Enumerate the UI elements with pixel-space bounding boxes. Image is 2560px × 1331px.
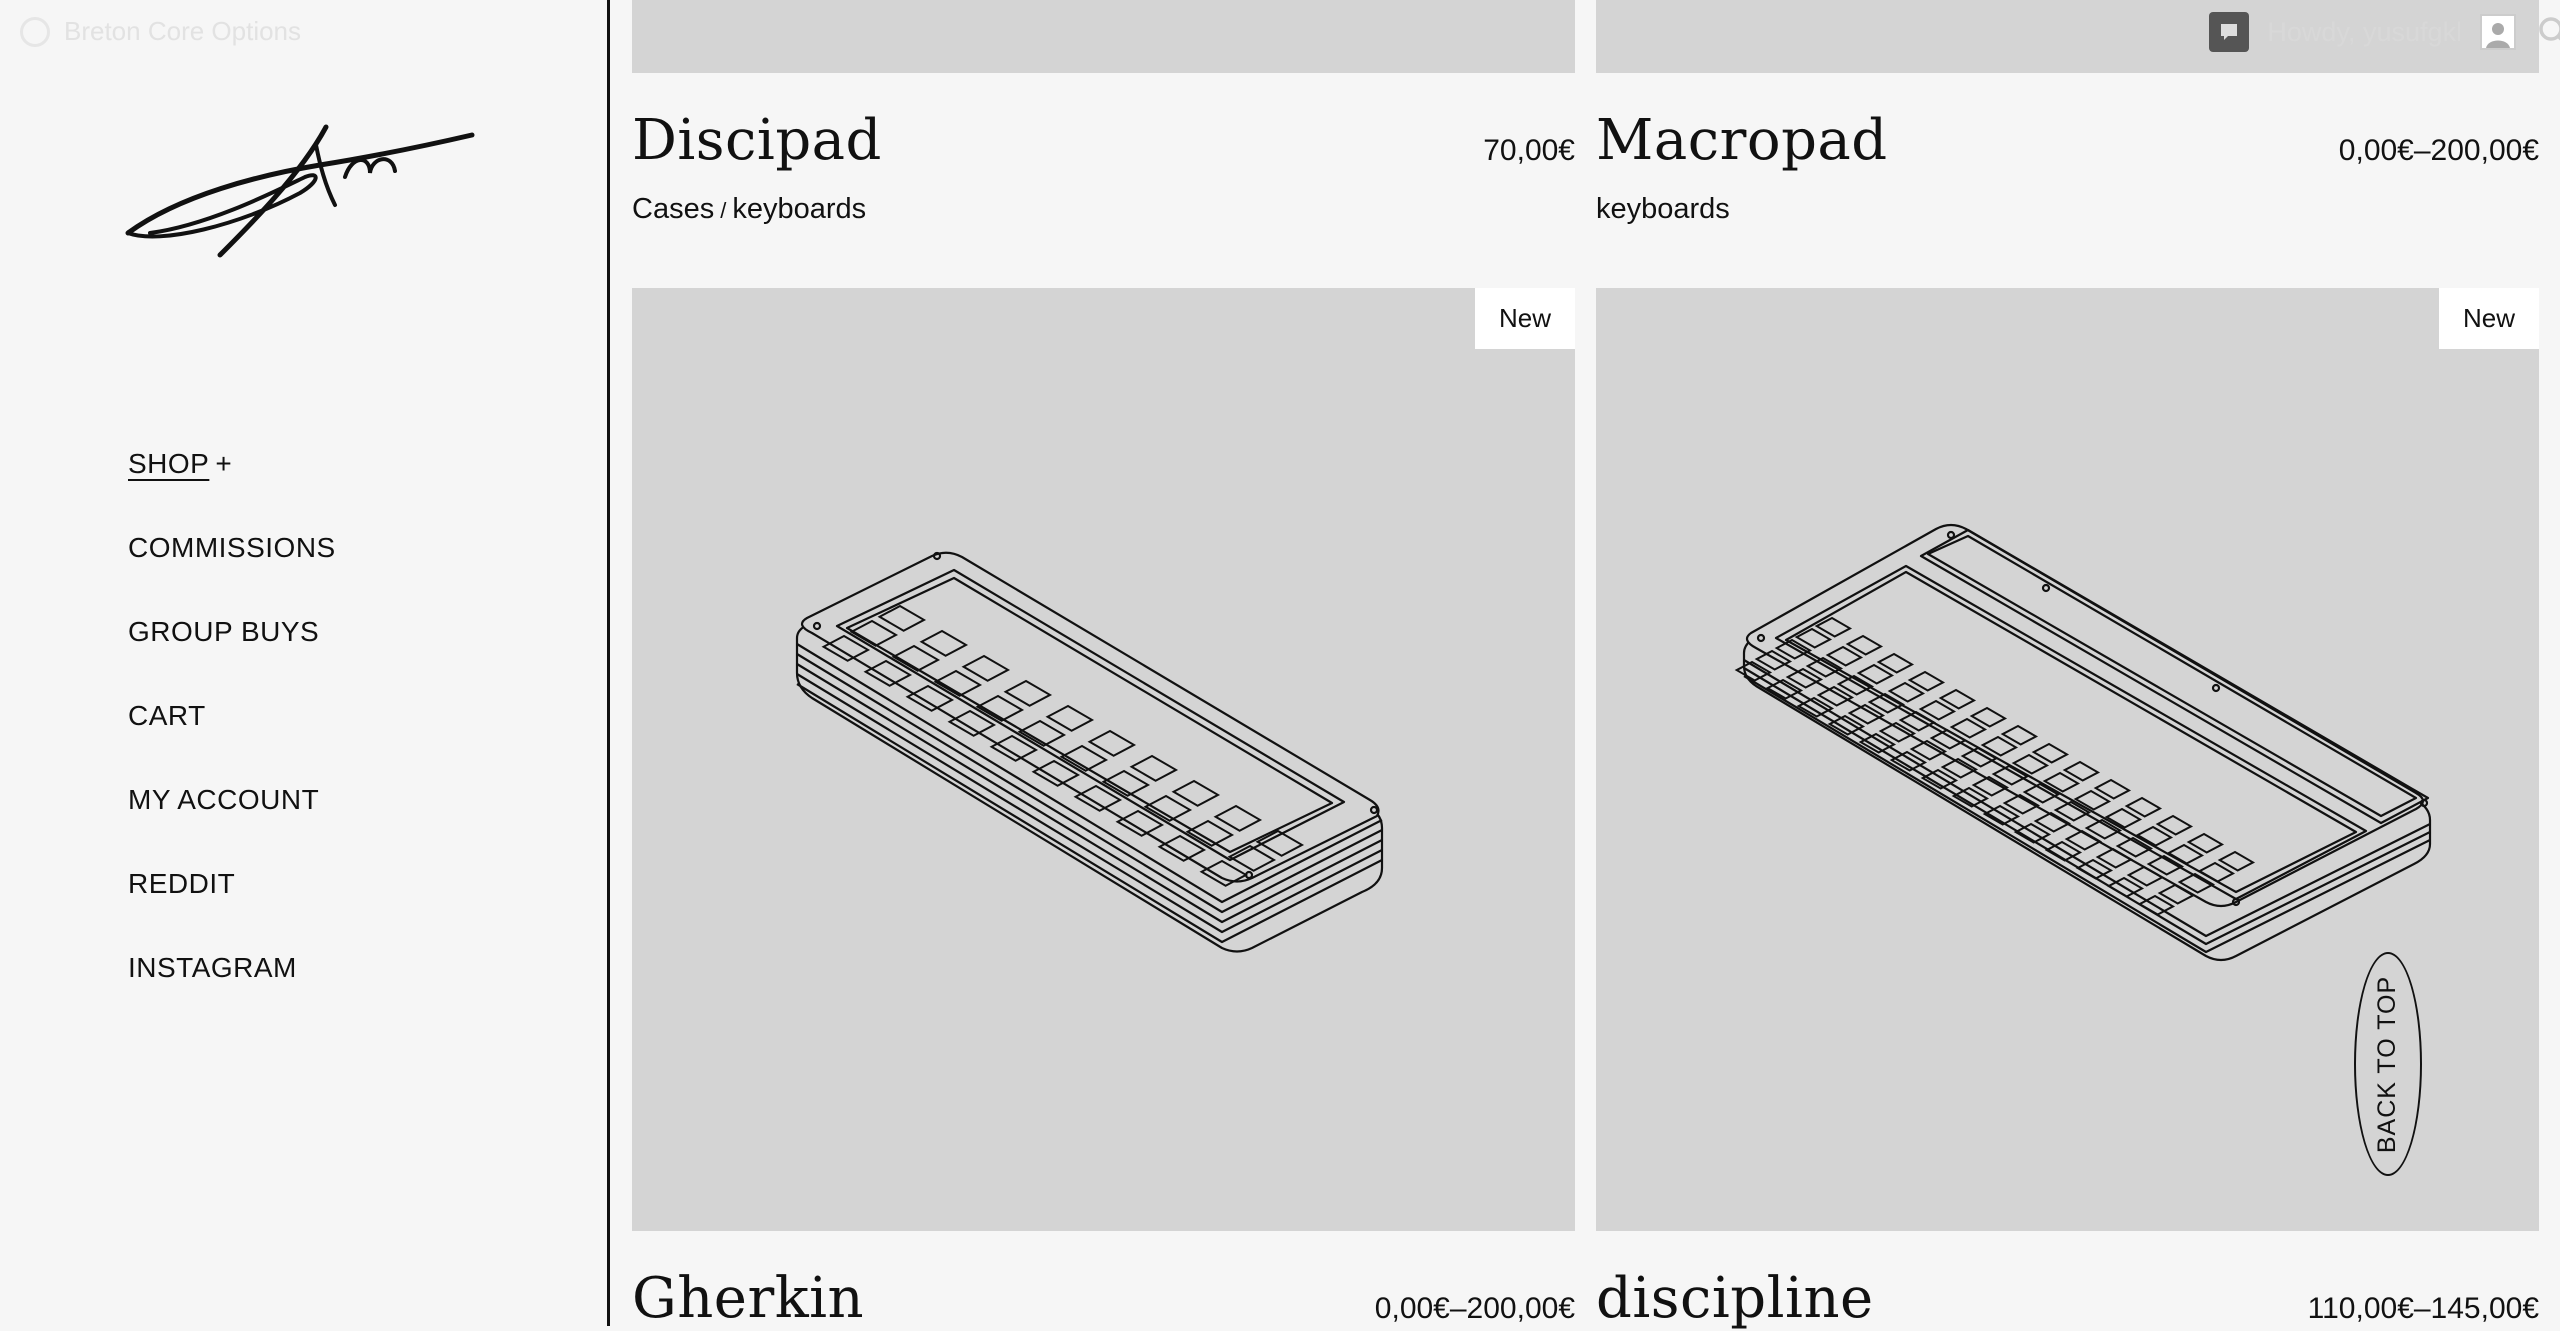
nav-link-my-account[interactable]: MY ACCOUNT	[128, 784, 320, 815]
site-name[interactable]: Breton Core Options	[64, 16, 302, 46]
nav-link-cart[interactable]: CART	[128, 700, 206, 731]
new-badge: New	[2438, 288, 2539, 349]
product-price: 0,00€–200,00€	[1374, 1292, 1575, 1325]
nav-item-group-buys[interactable]: GROUP BUYS	[128, 616, 336, 700]
category-separator: /	[720, 198, 727, 223]
admin-bar-site[interactable]: Breton Core Options	[20, 16, 301, 47]
category-link-cases[interactable]: Cases	[632, 193, 715, 225]
product-title[interactable]: Discipad	[632, 108, 882, 173]
nav-item-instagram[interactable]: INSTAGRAM	[128, 952, 336, 1036]
product-price: 0,00€–200,00€	[2338, 134, 2539, 167]
product-title[interactable]: discipline	[1596, 1266, 1874, 1331]
nav-link-shop[interactable]: SHOP	[128, 448, 210, 479]
product-price: 110,00€–145,00€	[2307, 1292, 2539, 1325]
nav-item-reddit[interactable]: REDDIT	[128, 868, 336, 952]
product-title[interactable]: Macropad	[1596, 108, 1888, 173]
product-image-macropad[interactable]	[1596, 0, 2539, 73]
nav-item-my-account[interactable]: MY ACCOUNT	[128, 784, 336, 868]
back-to-top-button[interactable]: BACK TO TOP	[2354, 952, 2422, 1176]
gherkin-keyboard-illustration	[795, 551, 1384, 953]
nav-link-instagram[interactable]: INSTAGRAM	[128, 952, 297, 983]
sidebar: Breton Core Options SHOP + COMMISSIONS GR…	[0, 0, 610, 1326]
product-price: 70,00€	[1483, 134, 1575, 167]
wordpress-icon	[20, 16, 50, 47]
discipline-keyboard-illustration	[1734, 523, 2432, 962]
category-link-keyboards[interactable]: keyboards	[732, 193, 867, 225]
shop-expand-toggle[interactable]: +	[215, 448, 233, 479]
product-image-discipad[interactable]	[632, 0, 1575, 73]
product-title[interactable]: Gherkin	[632, 1266, 865, 1331]
nav-item-cart[interactable]: CART	[128, 700, 336, 784]
product-categories: Cases / keyboards	[632, 193, 866, 226]
new-badge: New	[1474, 288, 1575, 349]
avatar-icon[interactable]	[2480, 14, 2516, 50]
search-icon[interactable]	[2534, 12, 2560, 52]
nav-link-reddit[interactable]: REDDIT	[128, 868, 236, 899]
nav-item-shop[interactable]: SHOP +	[128, 448, 336, 532]
nav-item-commissions[interactable]: COMMISSIONS	[128, 532, 336, 616]
howdy-greeting[interactable]: Howdy, yusufgkl	[2267, 16, 2462, 47]
signature-logo[interactable]	[120, 115, 490, 265]
nav-link-commissions[interactable]: COMMISSIONS	[128, 532, 336, 563]
category-link-keyboards[interactable]: keyboards	[1596, 193, 1730, 225]
product-image-gherkin[interactable]: New	[632, 288, 1575, 1231]
product-categories: keyboards	[1596, 193, 1730, 226]
nav-link-group-buys[interactable]: GROUP BUYS	[128, 616, 320, 647]
admin-bar-account: Howdy, yusufgkl	[2209, 10, 2560, 54]
main-nav: SHOP + COMMISSIONS GROUP BUYS CART MY ACC…	[128, 448, 336, 1036]
back-to-top-label: BACK TO TOP	[2373, 975, 2402, 1153]
comment-icon[interactable]	[2209, 12, 2250, 52]
